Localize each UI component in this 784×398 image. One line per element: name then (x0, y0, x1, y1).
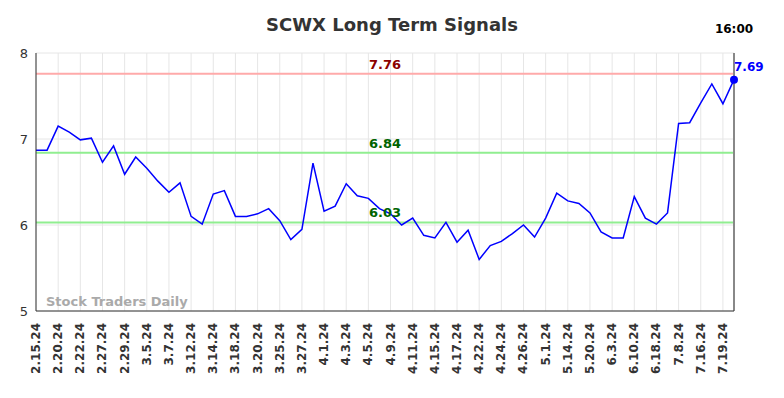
svg-text:4.24.24: 4.24.24 (494, 323, 508, 374)
svg-text:6.18.24: 6.18.24 (649, 323, 663, 374)
svg-text:7.76: 7.76 (369, 57, 401, 72)
svg-text:5.1.24: 5.1.24 (539, 323, 553, 366)
svg-text:7.19.24: 7.19.24 (716, 323, 730, 374)
html-text:Stock Traders Daily: Stock Traders Daily (46, 294, 188, 309)
svg-text:2.22.24: 2.22.24 (73, 323, 87, 374)
svg-text:6.3.24: 6.3.24 (605, 323, 619, 366)
html-text:SCWX Long Term Signals: SCWX Long Term Signals (266, 14, 518, 35)
svg-text:4.26.24: 4.26.24 (516, 323, 530, 374)
svg-text:16:00: 16:00 (715, 22, 753, 36)
svg-text:3.18.24: 3.18.24 (228, 323, 242, 374)
svg-text:4.22.24: 4.22.24 (472, 323, 486, 374)
svg-text:6: 6 (20, 218, 28, 233)
svg-text:3.27.24: 3.27.24 (295, 323, 309, 374)
svg-text:4.17.24: 4.17.24 (450, 323, 464, 374)
svg-text:3.14.24: 3.14.24 (206, 323, 220, 374)
svg-text:2.15.24: 2.15.24 (29, 323, 43, 374)
svg-text:7.16.24: 7.16.24 (694, 323, 708, 374)
svg-text:4.1.24: 4.1.24 (317, 323, 331, 366)
svg-text:4.11.24: 4.11.24 (406, 323, 420, 374)
svg-text:3.5.24: 3.5.24 (140, 323, 154, 366)
svg-text:7: 7 (20, 132, 28, 147)
svg-text:8: 8 (20, 46, 28, 61)
svg-text:3.7.24: 3.7.24 (162, 323, 176, 366)
svg-text:5: 5 (20, 304, 28, 319)
svg-text:2.20.24: 2.20.24 (51, 323, 65, 374)
svg-text:3.25.24: 3.25.24 (273, 323, 287, 374)
svg-text:5.20.24: 5.20.24 (583, 323, 597, 374)
svg-text:4.15.24: 4.15.24 (428, 323, 442, 374)
svg-text:3.12.24: 3.12.24 (184, 323, 198, 374)
svg-text:4.9.24: 4.9.24 (384, 323, 398, 366)
svg-text:7.8.24: 7.8.24 (672, 323, 686, 366)
svg-text:2.27.24: 2.27.24 (95, 323, 109, 374)
svg-text:3.20.24: 3.20.24 (251, 323, 265, 374)
svg-text:4.5.24: 4.5.24 (361, 323, 375, 366)
svg-text:6.84: 6.84 (369, 136, 401, 151)
svg-text:2.29.24: 2.29.24 (118, 323, 132, 374)
svg-text:6.10.24: 6.10.24 (627, 323, 641, 374)
svg-text:5.14.24: 5.14.24 (561, 323, 575, 374)
svg-text:6.03: 6.03 (369, 205, 401, 220)
svg-text:4.3.24: 4.3.24 (339, 323, 353, 366)
svg-text:7.69: 7.69 (734, 60, 764, 74)
